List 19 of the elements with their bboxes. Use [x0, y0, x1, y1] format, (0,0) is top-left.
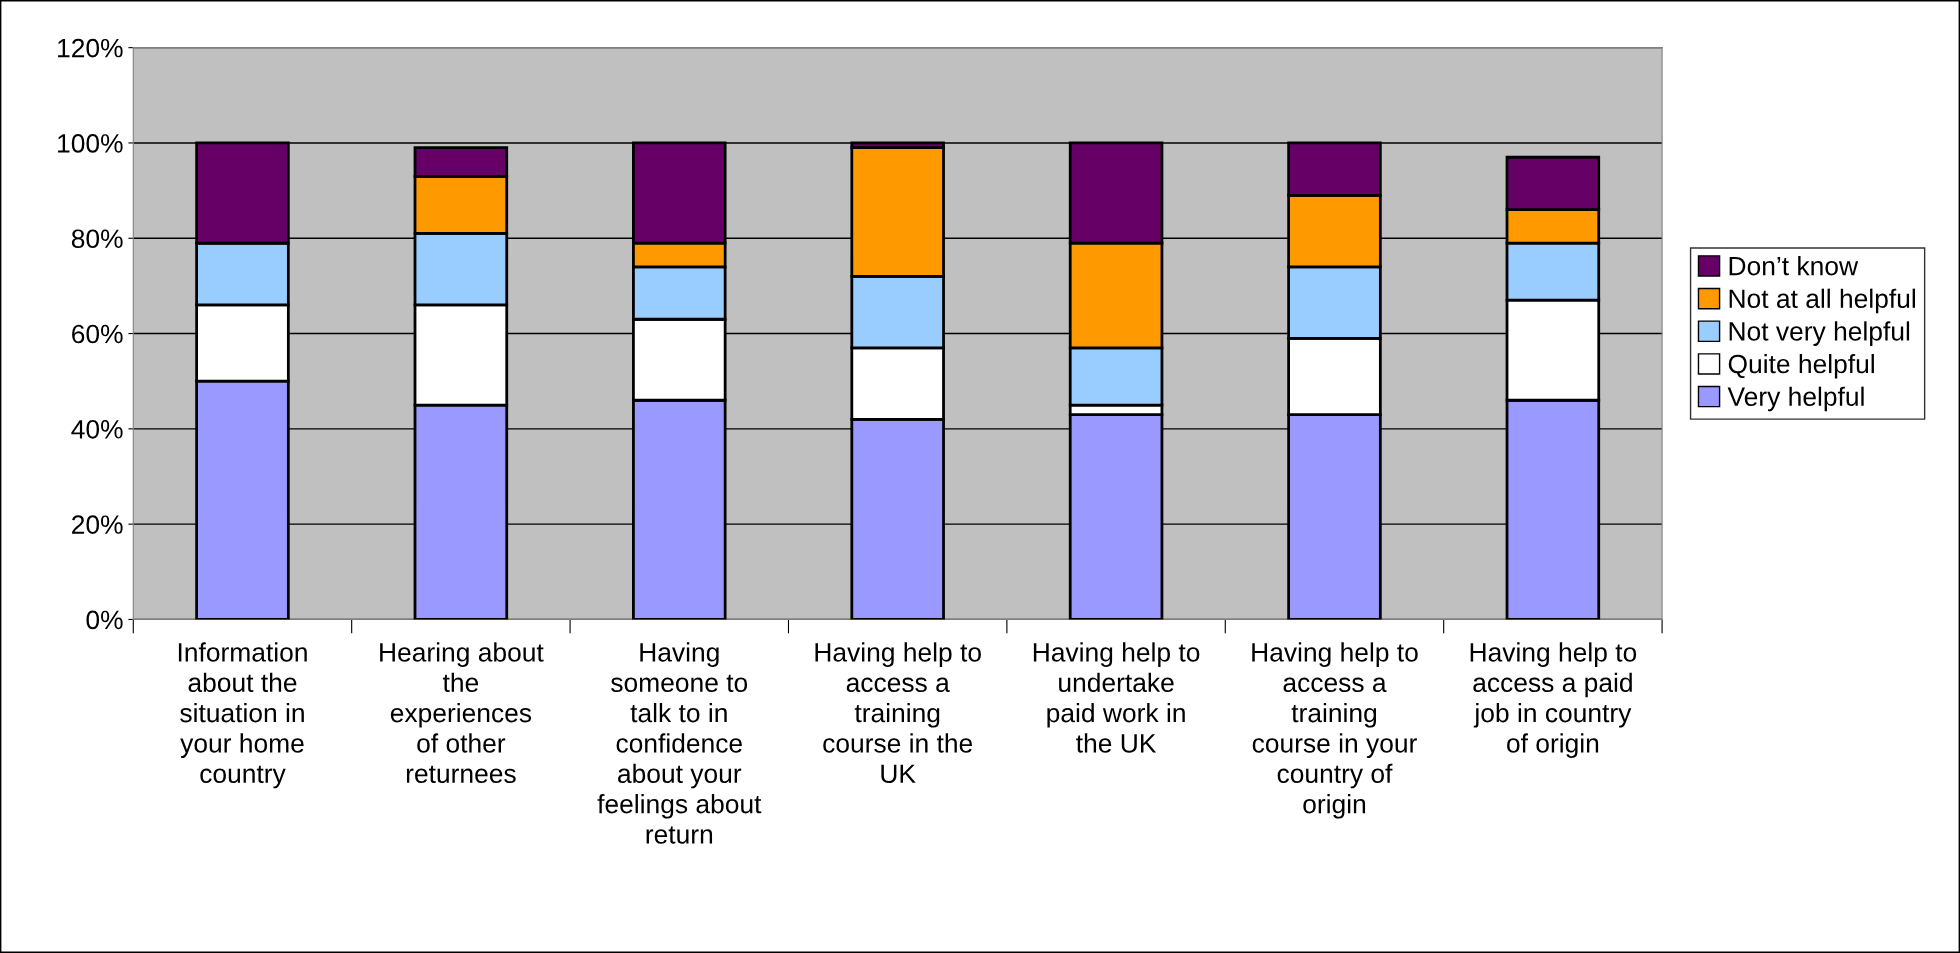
- y-tick-label: 80%: [71, 229, 123, 249]
- legend-label: Not at all helpful: [1729, 288, 1915, 314]
- x-tick-label: Hearing about the experiences of other returnees: [380, 642, 544, 784]
- x-tick-label: Having help to access a training course in the UK: [815, 642, 981, 784]
- y-tick-label: 0%: [86, 610, 123, 630]
- legend-label: Don’t know: [1729, 256, 1859, 276]
- legend-label: Very helpful: [1727, 386, 1864, 412]
- y-tick-label: 40%: [71, 419, 123, 439]
- x-tick-label: Having help to undertake paid work in the UK: [1033, 642, 1200, 753]
- y-tick-label: 60%: [72, 324, 123, 344]
- x-tick-label: Having help to access a training course in your country of origin: [1252, 642, 1418, 819]
- legend-label: Quite helpful: [1728, 353, 1874, 379]
- y-tick-label: 100%: [58, 134, 123, 153]
- y-tick-label: 20%: [72, 515, 123, 534]
- x-tick-label: Having help to access a paid job in country of origin: [1470, 642, 1637, 758]
- x-tick-label: Information about the situation in your home country: [178, 642, 307, 789]
- x-tick-label: Having someone to talk to in confidence about your feelings about return: [597, 642, 762, 844]
- legend-label: Not very helpful: [1729, 321, 1910, 346]
- y-tick-label: 120%: [58, 38, 123, 58]
